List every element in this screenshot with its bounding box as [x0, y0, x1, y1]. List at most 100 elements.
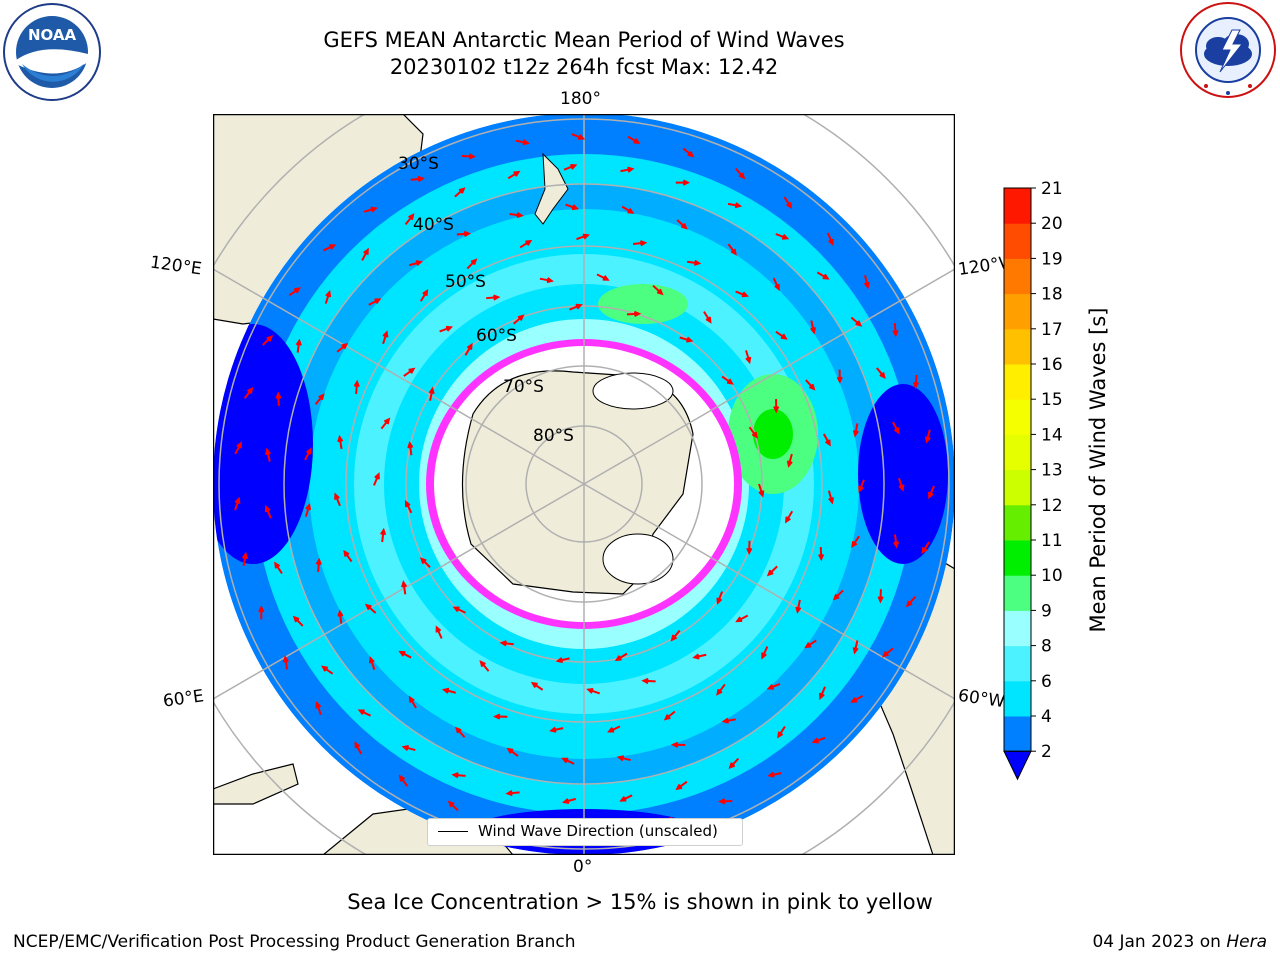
wind-wave-arrow	[563, 163, 578, 171]
footer-date-text: 04 Jan 2023 on	[1092, 932, 1227, 952]
colorbar-band	[1004, 188, 1031, 224]
wind-wave-arrow	[428, 386, 435, 401]
wind-wave-arrow	[275, 391, 282, 406]
wind-wave-arrow	[454, 187, 466, 198]
wind-wave-arrow	[761, 646, 769, 660]
wind-wave-arrow	[447, 800, 459, 812]
wind-wave-arrow	[863, 275, 870, 290]
wind-wave-arrow	[398, 650, 412, 659]
wind-wave-arrow	[852, 640, 859, 655]
wind-wave-arrow	[921, 541, 930, 555]
wind-wave-arrow	[758, 483, 765, 498]
wind-wave-arrow	[507, 170, 521, 180]
wind-wave-arrow	[773, 399, 780, 414]
colorbar-band	[1004, 575, 1031, 611]
wind-wave-arrow	[850, 316, 863, 327]
wind-wave-arrow	[354, 741, 363, 755]
wind-wave-arrow	[451, 772, 466, 779]
wind-wave-arrow	[368, 656, 376, 670]
colorbar-tick-label: 20	[1041, 214, 1063, 234]
legend-text: Wind Wave Direction (unscaled)	[478, 822, 718, 840]
lon-label-180: 180°	[560, 89, 601, 109]
wind-wave-arrow	[466, 258, 478, 270]
wind-wave-arrow	[858, 479, 865, 493]
lat-label-30s: 30°S	[398, 154, 439, 174]
colorbar-band	[1004, 680, 1031, 717]
wind-wave-arrow	[746, 540, 753, 556]
svg-text:NOAA: NOAA	[28, 26, 77, 44]
colorbar-tick-label: 8	[1041, 637, 1052, 657]
wind-wave-arrow	[364, 603, 377, 614]
colorbar-band	[1004, 399, 1031, 435]
wind-wave-arrow	[670, 629, 681, 642]
wind-wave-arrow	[795, 599, 802, 614]
wind-wave-arrow	[912, 374, 920, 390]
wind-wave-arrow	[506, 747, 519, 757]
wind-wave-arrow	[258, 605, 265, 620]
colorbar-tick-label: 19	[1041, 249, 1063, 269]
wind-wave-arrow	[505, 790, 520, 797]
wind-wave-arrow	[407, 441, 414, 456]
wind-wave-arrow	[461, 153, 476, 160]
wind-wave-arrow	[513, 314, 525, 325]
wind-wave-arrow	[620, 166, 635, 173]
wind-wave-arrow	[398, 774, 409, 787]
wind-wave-arrow	[288, 287, 302, 297]
wind-wave-arrow	[234, 441, 242, 455]
wind-wave-arrow	[324, 289, 332, 304]
wind-wave-arrow	[748, 426, 758, 439]
colorbar: 2 4 6 8 9 10 11 12 13 14 15 16 17 18 19 20 21	[1003, 180, 1063, 781]
nws-logo	[1180, 2, 1276, 98]
footer-host: Hera	[1226, 932, 1267, 952]
wind-wave-arrow	[452, 606, 466, 614]
colorbar-band	[1004, 540, 1031, 576]
wind-wave-arrow	[441, 687, 457, 694]
wind-wave-arrow	[652, 284, 664, 296]
wind-wave-arrow	[368, 298, 382, 306]
wind-wave-arrow	[819, 686, 826, 700]
wind-wave-arrow	[401, 580, 408, 595]
wind-wave-arrow	[596, 273, 610, 281]
wind-wave-arrows	[234, 133, 935, 835]
wind-wave-arrow	[549, 726, 564, 733]
wind-wave-arrow	[509, 212, 524, 219]
wind-wave-arrow	[315, 701, 322, 715]
wind-wave-arrow	[836, 369, 843, 384]
sea-ice-note: Sea Ice Concentration > 15% is shown in …	[347, 890, 933, 914]
colorbar-tick-label: 9	[1041, 601, 1052, 621]
lat-label-50s: 50°S	[445, 272, 486, 292]
wind-wave-arrow	[363, 206, 378, 213]
wind-wave-arrow	[337, 434, 344, 450]
colorbar-tick-label: 15	[1041, 390, 1063, 410]
wind-wave-arrow	[292, 615, 304, 627]
colorbar-band	[1004, 716, 1031, 752]
lon-label-120e: 120°E	[148, 252, 203, 280]
wind-wave-arrow	[626, 310, 642, 318]
colorbar-tick-label: 16	[1041, 355, 1063, 375]
wind-wave-arrow	[703, 311, 712, 324]
wind-wave-arrow	[881, 647, 894, 658]
colorbar-tick-label: 10	[1041, 566, 1063, 586]
lat-label-80s: 80°S	[533, 426, 574, 446]
wind-wave-arrow	[607, 725, 621, 733]
wind-wave-arrow	[905, 596, 917, 608]
wind-wave-arrow	[565, 203, 580, 211]
lat-label-70s: 70°S	[503, 377, 544, 397]
wind-wave-arrow	[282, 655, 289, 670]
wind-wave-arrow	[721, 375, 734, 385]
wind-wave-arrow	[728, 757, 740, 769]
wind-wave-arrow	[456, 230, 472, 238]
wind-wave-arrow	[892, 534, 900, 549]
wind-wave-arrow	[614, 652, 628, 662]
colorbar-tick-label: 6	[1041, 672, 1052, 692]
wind-wave-arrow	[928, 485, 935, 500]
wind-wave-arrow	[822, 433, 831, 447]
colorbar-band	[1004, 364, 1031, 400]
wind-wave-arrow	[343, 549, 353, 563]
map-legend: Wind Wave Direction (unscaled)	[427, 818, 743, 846]
wind-wave-arrow	[373, 472, 380, 486]
wind-wave-arrow	[818, 546, 825, 562]
wind-wave-arrow	[334, 492, 341, 507]
wind-wave-arrow	[322, 244, 337, 252]
wind-wave-arrow	[419, 557, 431, 569]
